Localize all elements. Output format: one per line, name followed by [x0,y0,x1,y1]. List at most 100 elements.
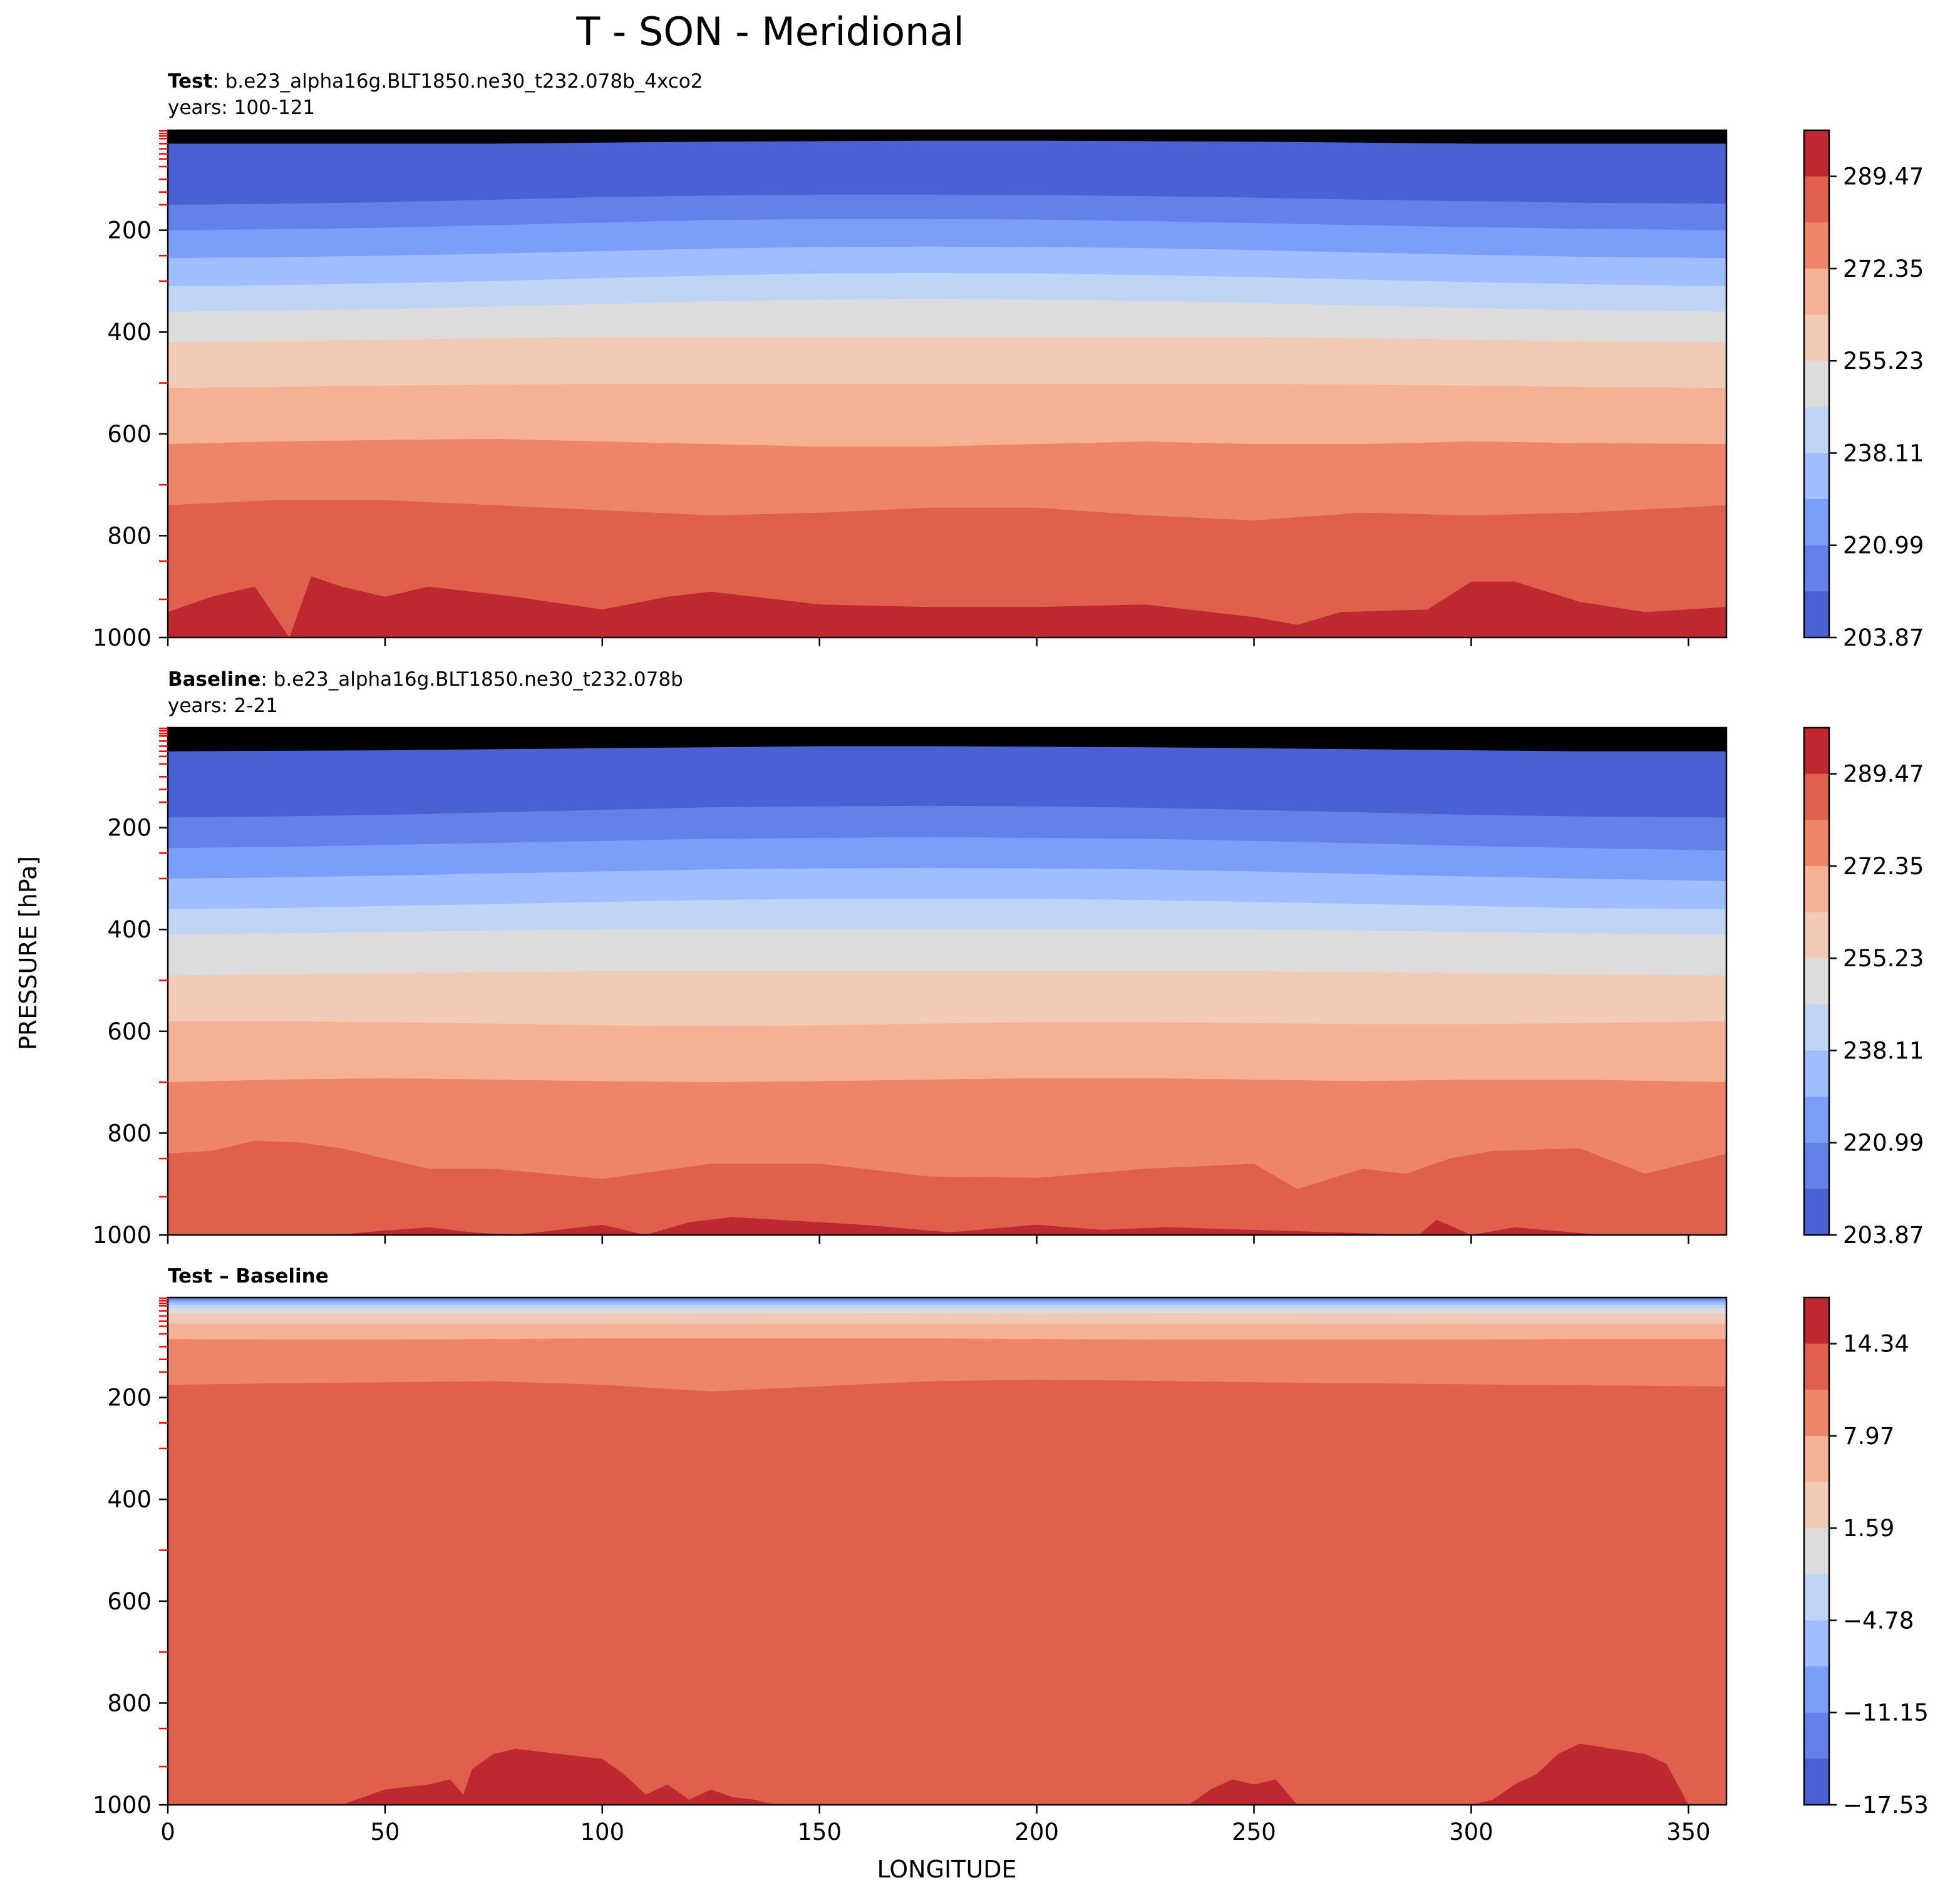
colorbar-tick-label: 238.11 [1843,1037,1924,1064]
colorbar-difference: 14.34 7.97 1.59 −4.78 −11.15 −17.53 [1803,1296,1929,1819]
colorbar-segment [1804,176,1829,223]
axis-ticks-baseline: 200 400 600 800 1000 [93,726,1728,1249]
colorbar-segment [1804,1097,1829,1144]
colorbar-segment [1804,222,1829,269]
contour-fill-difference [168,1298,1726,1805]
x-tick-label: 100 [580,1819,624,1846]
y-tick-label: 600 [107,421,152,448]
panel-label-bold: Test [168,70,213,93]
contour-band [168,1380,1726,1805]
panel-label-bold: Baseline [168,668,260,691]
panel-label-test: Test: b.e23_alpha16g.BLT1850.ne30_t232.0… [168,70,703,93]
colorbar-segment [1804,1343,1829,1390]
plot-frame [167,726,1728,1236]
x-tick-label: 150 [797,1819,842,1846]
colorbar-tick-label: −4.78 [1843,1607,1914,1634]
colorbar-segment [1804,1666,1829,1713]
colorbar-frame [1803,726,1830,1236]
contour-band [168,576,1726,638]
y-tick-label: 400 [107,319,152,346]
y-tick-label: 400 [107,1486,152,1513]
colorbar-tick-label: 220.99 [1843,1130,1924,1157]
contour-band [168,1140,1726,1235]
colorbar-segment [1804,958,1829,1005]
y-tick-label: 800 [107,522,152,549]
colorbar-segment [1804,912,1829,959]
panel-test: 200 400 600 800 1000 Test: b.e23_alpha16g.BL… [93,70,1924,651]
panel-difference: 200 400 600 800 1000 0 50 100 150 200 250 300 350 Te… [93,1265,1929,1846]
y-tick-label: 200 [107,815,152,842]
colorbar-segment [1804,1620,1829,1667]
colorbar-segment [1804,1712,1829,1759]
x-tick-label: 250 [1232,1819,1276,1846]
y-tick-label: 400 [107,916,152,943]
colorbar-test: 289.47 272.35 255.23 238.11 220.99 203.87 [1803,129,1924,651]
y-tick-label: 800 [107,1120,152,1147]
colorbar-tick-label: 1.59 [1843,1515,1894,1542]
y-axis-label: PRESSURE [hPa] [14,856,42,1050]
contour-band [168,1743,1726,1805]
panel-label-baseline: Baseline: b.e23_alpha16g.BLT1850.ne30_t2… [168,668,683,691]
colorbar-segment [1804,1574,1829,1621]
colorbar-segment [1804,728,1829,775]
colorbar-tick-label: 238.11 [1843,440,1924,467]
colorbar-segment [1804,1390,1829,1437]
panel-years-test: years: 100-121 [168,96,315,119]
colorbar-segment [1804,361,1829,408]
x-tick-label: 0 [160,1819,175,1846]
colorbar-frame [1803,1296,1830,1806]
colorbar-segment [1804,1435,1829,1483]
y-tick-label: 200 [107,1385,152,1412]
colorbar-tick-label: 272.35 [1843,853,1924,880]
colorbar-tick-label: 14.34 [1843,1331,1909,1358]
plot-frame [167,1296,1728,1806]
colorbar-segment [1804,1142,1829,1189]
colorbar-segment [1804,1050,1829,1097]
colorbar-segment [1804,1004,1829,1051]
colorbar-segment [1804,1528,1829,1575]
y-tick-label: 200 [107,217,152,244]
panel-baseline: 200 400 600 800 1000 Baseline: b.e23_alpha16… [93,668,1924,1249]
y-tick-label: 1000 [93,1792,152,1819]
y-tick-label: 800 [107,1690,152,1717]
figure-title: T - SON - Meridional [575,9,964,54]
x-tick-label: 300 [1449,1819,1493,1846]
colorbar-tick-label: −17.53 [1843,1792,1929,1819]
colorbar-segment [1804,1758,1829,1805]
panel-label-rest: : b.e23_alpha16g.BLT1850.ne30_t232.078b [260,668,683,691]
y-tick-label: 1000 [93,624,152,651]
colorbar-segment [1804,1189,1829,1236]
colorbar-tick-label: 203.87 [1843,1222,1924,1249]
colorbar-segment [1804,820,1829,867]
colorbar-segment [1804,268,1829,316]
colorbar-baseline: 289.47 272.35 255.23 238.11 220.99 203.87 [1803,726,1924,1249]
colorbar-tick-label: 255.23 [1843,348,1924,374]
plot-frame [167,129,1728,639]
x-tick-label: 350 [1666,1819,1711,1846]
y-tick-label: 600 [107,1588,152,1615]
contour-band [168,1217,1726,1235]
colorbar-segment [1804,130,1829,177]
colorbar-tick-label: 272.35 [1843,256,1924,282]
colorbar-tick-label: 220.99 [1843,532,1924,559]
colorbar-tick-label: 7.97 [1843,1423,1894,1450]
colorbar-tick-label: −11.15 [1843,1700,1929,1727]
colorbar-segment [1804,773,1829,820]
colorbar-segment [1804,865,1829,913]
x-tick-label: 50 [370,1819,400,1846]
axis-ticks-test: 200 400 600 800 1000 [93,129,1728,651]
colorbar-tick-label: 255.23 [1843,945,1924,972]
panel-label-difference: Test – Baseline [168,1265,329,1288]
panel-years-baseline: years: 2-21 [168,694,278,717]
colorbar-segment [1804,314,1829,361]
x-axis-label: LONGITUDE [877,1856,1016,1883]
colorbar-tick-label: 289.47 [1843,163,1924,190]
colorbar-segment [1804,453,1829,500]
y-tick-label: 1000 [93,1222,152,1249]
colorbar-segment [1804,545,1829,592]
colorbar-segment [1804,1298,1829,1345]
panel-label-rest: : b.e23_alpha16g.BLT1850.ne30_t232.078b_… [212,70,703,93]
y-tick-label: 600 [107,1018,152,1045]
axis-ticks-difference: 200 400 600 800 1000 0 50 100 150 200 250 300 350 [93,1296,1728,1846]
